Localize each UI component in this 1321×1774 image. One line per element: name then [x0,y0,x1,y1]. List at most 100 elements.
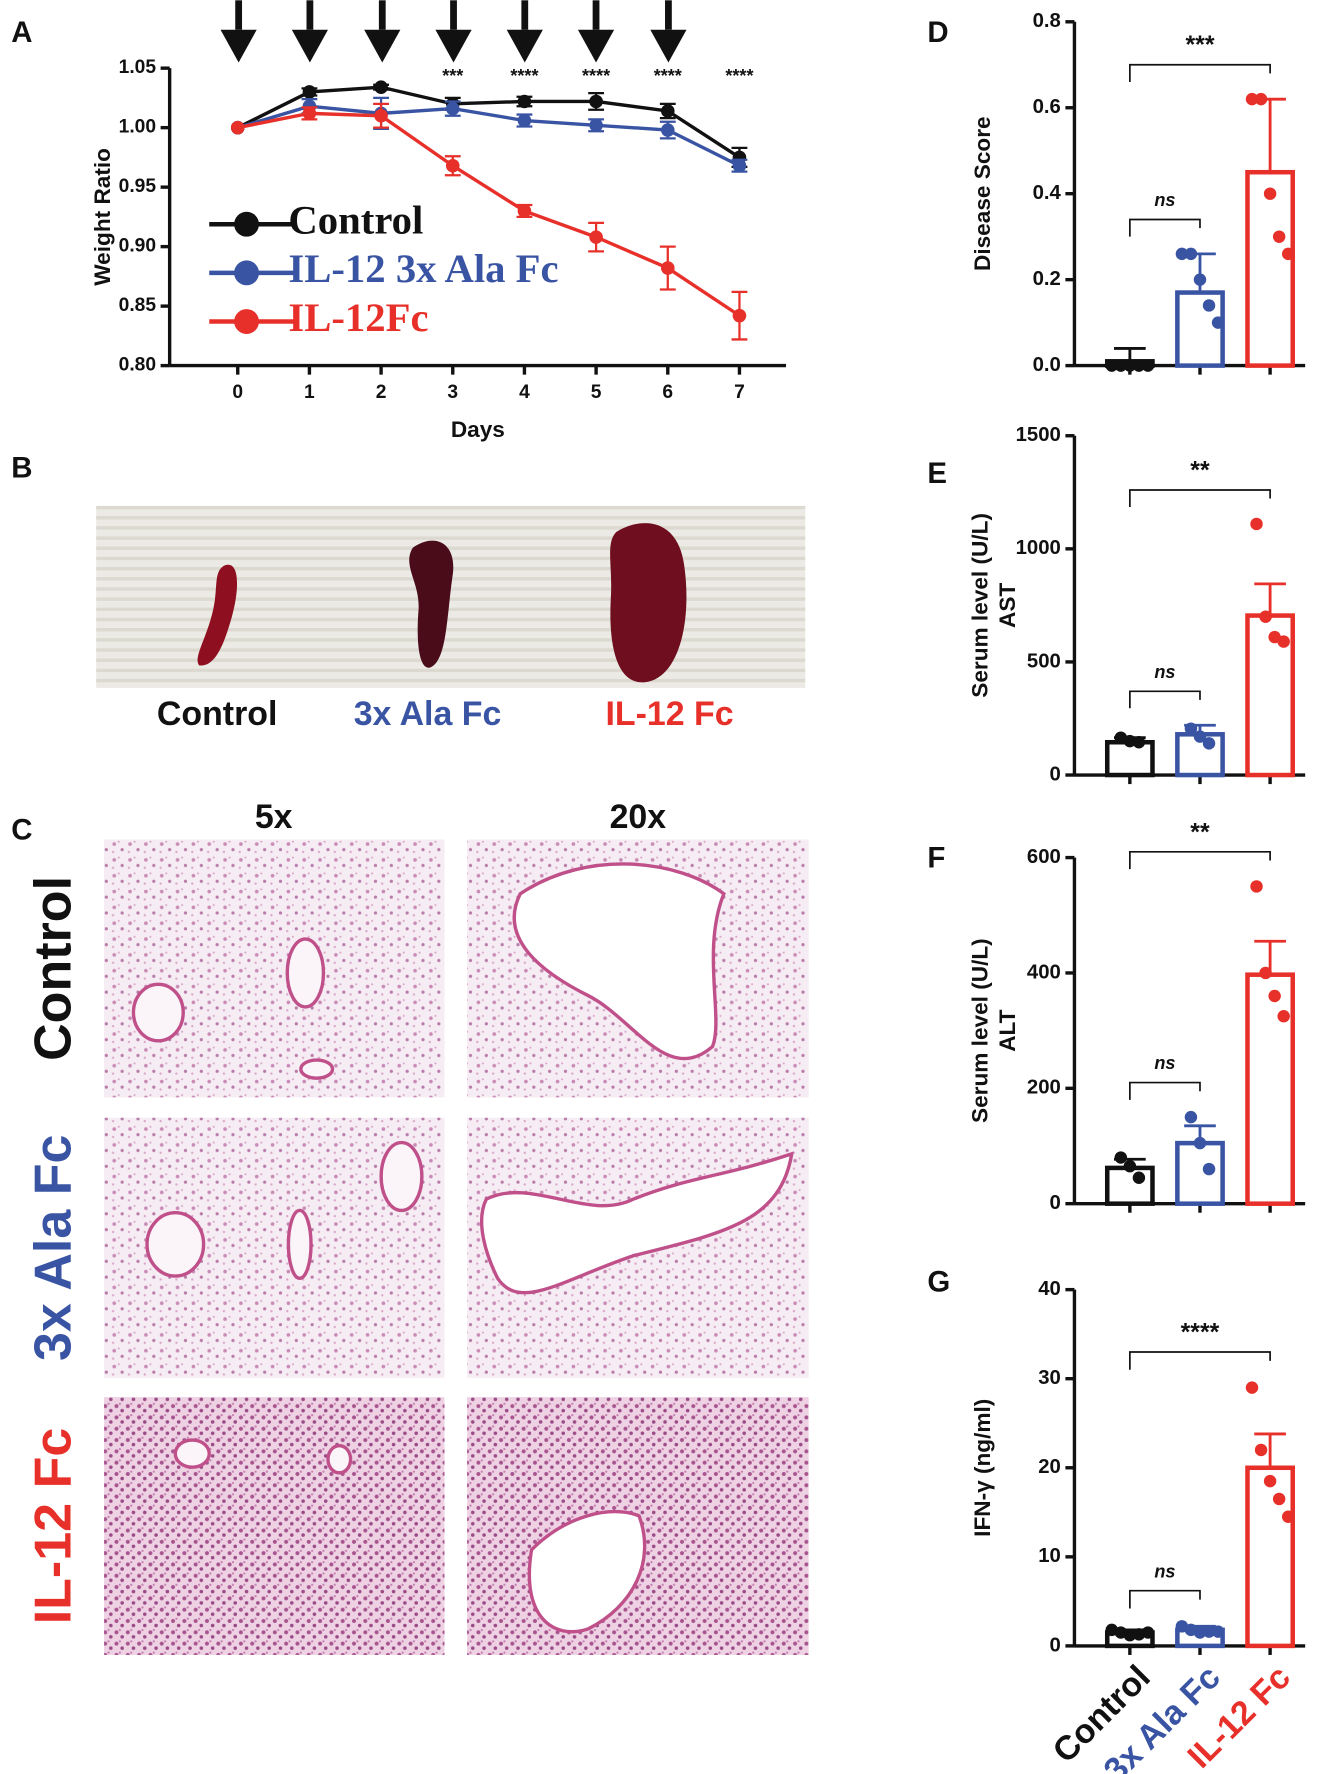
data-point [1141,1626,1155,1639]
panel-letter: G [927,1266,950,1299]
comparison-bracket [1129,1589,1201,1609]
data-point [1202,1162,1216,1176]
legend-label: IL-12Fc [288,295,428,340]
point [589,94,603,109]
data-point [1272,230,1286,243]
x-tick-label: 2 [376,382,387,403]
y-tick-label: 0.0 [1033,354,1061,376]
data-point [1114,359,1128,372]
row-label: Control [24,876,82,1061]
comparison-bracket [1129,850,1271,870]
point [302,106,317,121]
point [660,104,675,118]
y-tick-label: 200 [1027,1077,1061,1099]
panel-letter: C [11,813,32,846]
bar [1245,613,1295,778]
y-tick-label: 0 [1050,1634,1061,1656]
data-point [1123,1628,1137,1642]
data-point [1132,736,1146,749]
comparison-label: **** [1181,1318,1220,1346]
legend-swatch [234,211,259,237]
data-point [1132,1171,1146,1184]
data-point [1245,92,1259,106]
bar [1104,1165,1155,1206]
x-tick-label: 5 [591,382,602,403]
legend-label: Control [288,198,423,243]
panel-letter: E [927,457,947,490]
data-point [1123,1159,1137,1173]
data-point [1175,247,1189,261]
point [589,230,603,244]
panel-letter: D [927,16,948,49]
data-point [1250,517,1263,531]
data-point [1259,966,1272,980]
legend-label: IL-12 3x Ala Fc [288,246,558,291]
comparison-bracket [1129,63,1271,82]
panel-letter: F [927,842,945,875]
y-tick-label: 0.2 [1033,268,1061,290]
significance: **** [582,66,611,86]
point [517,94,532,109]
point [230,120,245,135]
data-point [1123,734,1137,748]
series-line [237,104,741,168]
comparison-label: ** [1190,818,1210,846]
comparison-label: ns [1154,662,1175,682]
photo-label: Control [157,695,278,733]
x-axis-label: Days [451,417,505,442]
comparison-bracket [1129,489,1271,507]
y-tick-label: 1.05 [119,57,157,78]
y-tick-label: 20 [1038,1456,1061,1478]
x-tick-label: 7 [734,382,745,403]
x-tick-label: 4 [519,382,530,403]
data-point [1263,1474,1277,1488]
point [302,85,317,99]
panel-letter: B [11,451,32,484]
y-tick-label: 0.90 [119,236,156,257]
point [445,101,460,116]
x-tick-label: 3 [447,382,458,403]
spleen-photo [96,505,806,688]
x-tick-label: 6 [662,382,673,403]
point [374,108,388,123]
data-point [1202,299,1216,312]
comparison-label: *** [1185,31,1214,59]
error-bar [1254,1432,1286,1468]
column-label: 5x [255,798,293,836]
bar [1245,972,1295,1206]
column-label: 20x [610,798,667,836]
y-tick-label: 0.95 [119,176,157,197]
y-tick-label: 0.8 [1033,10,1061,32]
comparison-bracket [1129,218,1201,237]
point [660,123,675,137]
y-axis-label: Serum level (U/L) [968,938,993,1123]
y-tick-label: 600 [1027,846,1061,868]
significance: **** [654,66,683,86]
data-point [1184,722,1198,735]
comparison-bracket [1129,690,1201,709]
data-point [1263,187,1277,200]
error-bar [1114,347,1146,362]
comparison-label: ns [1154,1053,1175,1073]
data-point [1254,92,1268,106]
y-tick-label: 30 [1038,1367,1061,1389]
y-tick-label: 10 [1038,1545,1061,1567]
y-tick-label: 0.85 [119,295,157,316]
data-point [1202,737,1216,750]
bar [1245,1465,1295,1649]
significance: **** [725,66,754,86]
bar [1245,169,1295,368]
comparison-bracket [1129,1351,1271,1370]
comparison-label: ns [1154,1561,1175,1581]
y-tick-label: 0.4 [1033,182,1062,204]
data-point [1202,1625,1216,1638]
error-bar [1254,97,1286,173]
comparison-label: ns [1154,190,1175,210]
y-tick-label: 400 [1027,961,1061,983]
data-point [1123,359,1137,372]
series-line [237,111,741,318]
significance: **** [510,66,539,86]
data-point [1184,1110,1198,1124]
point [517,204,532,218]
data-point [1184,247,1198,261]
